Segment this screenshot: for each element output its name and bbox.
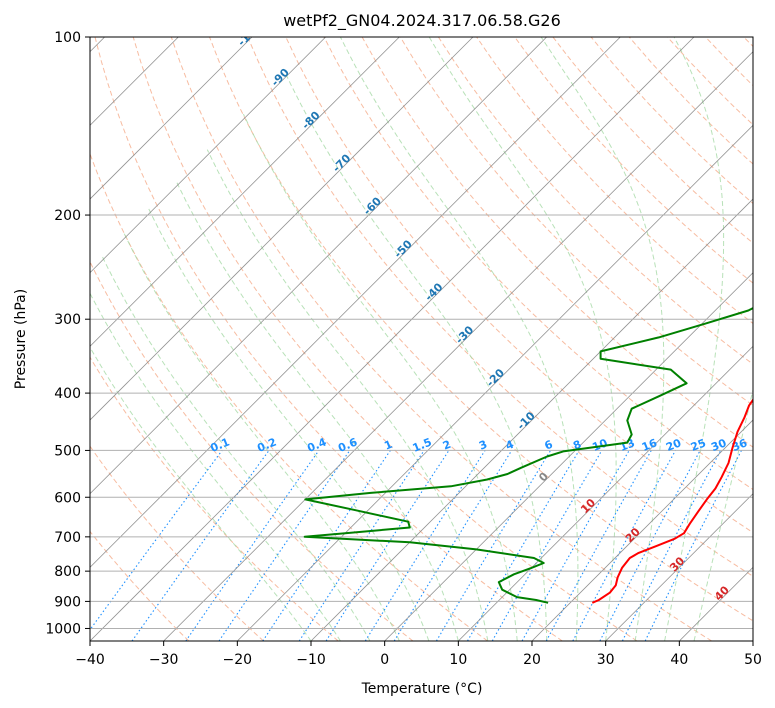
isotherm-line — [310, 198, 753, 641]
chart-title: wetPf2_GN04.2024.317.06.58.G26 — [283, 11, 561, 31]
moist-adiabat-line — [242, 113, 518, 641]
plot-area: -100-90-80-70-60-50-40-30-20-10010203040… — [90, 20, 753, 641]
moist-adiabat-line — [664, 37, 725, 641]
x-tick-label: −40 — [75, 652, 105, 668]
moist-adiabat-line — [123, 233, 400, 641]
isotherm-line — [90, 37, 695, 641]
plot-frame — [89, 36, 754, 642]
mixing-ratio-line — [325, 450, 450, 641]
moist-adiabat-line — [175, 180, 459, 641]
isotherm-line — [90, 37, 253, 200]
mixing-ratio-line — [218, 450, 351, 641]
moist-adiabat-line — [284, 72, 548, 641]
moist-adiabat-line — [693, 387, 753, 641]
dry-adiabat-line — [209, 37, 753, 622]
y-axis: 100 200 300 400 500 600 700 800 900 1000 — [45, 30, 90, 637]
isotherm-line — [163, 51, 753, 641]
moist-adiabat-line — [540, 37, 665, 641]
y-axis-title: Pressure (hPa) — [13, 289, 29, 389]
moist-adiabat-line — [90, 292, 341, 641]
pressure-gridlines — [90, 37, 753, 629]
mixing-ratio-line — [621, 450, 722, 641]
mixing-ratio-line — [521, 450, 630, 641]
mixing-ratio-line — [545, 450, 652, 641]
moist-adiabat-line — [101, 256, 371, 641]
moist-adiabat-line — [148, 208, 430, 641]
y-tick-label: 300 — [54, 312, 81, 328]
x-tick-label: 20 — [523, 652, 541, 668]
y-tick-label: 600 — [54, 490, 81, 506]
mixing-ratio-line — [572, 450, 676, 641]
isotherm-line — [237, 124, 753, 641]
dry-adiabat-line — [514, 37, 753, 284]
mixing-ratio-label: 13 — [618, 436, 637, 454]
x-tick-label: 50 — [744, 652, 762, 668]
x-tick-label: −30 — [149, 652, 179, 668]
mixing-ratio-label: 1 — [382, 438, 394, 453]
y-tick-label: 700 — [54, 530, 81, 546]
isotherm-line — [90, 37, 474, 421]
dry-adiabat-line — [247, 37, 753, 577]
y-tick-label: 500 — [54, 443, 81, 459]
isotherm-line — [90, 37, 326, 274]
moist-adiabat-line — [428, 37, 617, 641]
y-tick-label: 800 — [54, 564, 81, 580]
mixing-ratio-label: 10 — [590, 436, 609, 454]
x-tick-label: 30 — [597, 652, 615, 668]
moist-adiabat-line — [339, 37, 579, 641]
isotherm-line — [531, 419, 753, 641]
isotherm-line — [384, 272, 753, 641]
isotherm-line — [90, 37, 400, 347]
y-tick-label: 400 — [54, 386, 81, 402]
mixing-ratio-label: 2 — [441, 438, 453, 453]
x-axis: −40 −30 −20 −10 0 10 20 30 40 50 — [75, 641, 762, 668]
mixing-ratio-line — [393, 450, 513, 641]
isotherm-line — [90, 37, 547, 495]
dry-adiabat-line — [90, 356, 339, 641]
y-tick-label: 1000 — [45, 621, 81, 637]
dry-adiabat-line — [90, 445, 264, 641]
isotherm-line — [90, 37, 621, 568]
mixing-ratio-label: 8 — [571, 438, 583, 453]
mixing-ratio-label: 16 — [640, 436, 659, 454]
mixing-ratio-label: 30 — [709, 436, 728, 454]
isotherm-line — [458, 345, 753, 641]
dry-adiabat-line — [399, 37, 753, 407]
x-tick-label: 10 — [449, 652, 467, 668]
dry-adiabat-line — [90, 530, 190, 641]
x-tick-label: 40 — [670, 652, 688, 668]
sounding-series — [303, 306, 753, 604]
y-tick-label: 900 — [54, 594, 81, 610]
y-tick-label: 200 — [54, 208, 81, 224]
dewpoint-line — [303, 306, 753, 604]
x-tick-label: −20 — [223, 652, 253, 668]
dry-adiabat-line — [323, 37, 753, 491]
moist-adiabat-line — [90, 346, 312, 641]
isotherm-label: -100 — [235, 20, 264, 49]
y-tick-label: 100 — [54, 30, 81, 46]
temperature-line — [591, 398, 753, 604]
x-tick-label: 0 — [380, 652, 389, 668]
mixing-ratio-line — [185, 450, 320, 641]
dry-adiabat-line — [132, 37, 638, 641]
x-tick-label: −10 — [296, 652, 326, 668]
mixing-ratio-line — [298, 450, 425, 641]
moist-adiabats — [90, 37, 753, 641]
x-axis-title: Temperature (°C) — [361, 681, 483, 697]
isotherm-line — [605, 493, 753, 641]
mixing-ratio-label: 3 — [477, 438, 489, 453]
dry-adiabat-line — [94, 37, 563, 641]
mixing-ratio-label: 20 — [664, 436, 683, 454]
dry-adiabat-line — [170, 37, 712, 641]
dry-adiabat-line — [437, 37, 753, 365]
isotherms — [90, 37, 753, 641]
mixing-ratio-line — [90, 450, 223, 631]
mixing-ratio-label: 25 — [689, 436, 708, 454]
dry-adiabat-line — [90, 152, 488, 641]
mixing-ratio-line — [644, 450, 742, 641]
